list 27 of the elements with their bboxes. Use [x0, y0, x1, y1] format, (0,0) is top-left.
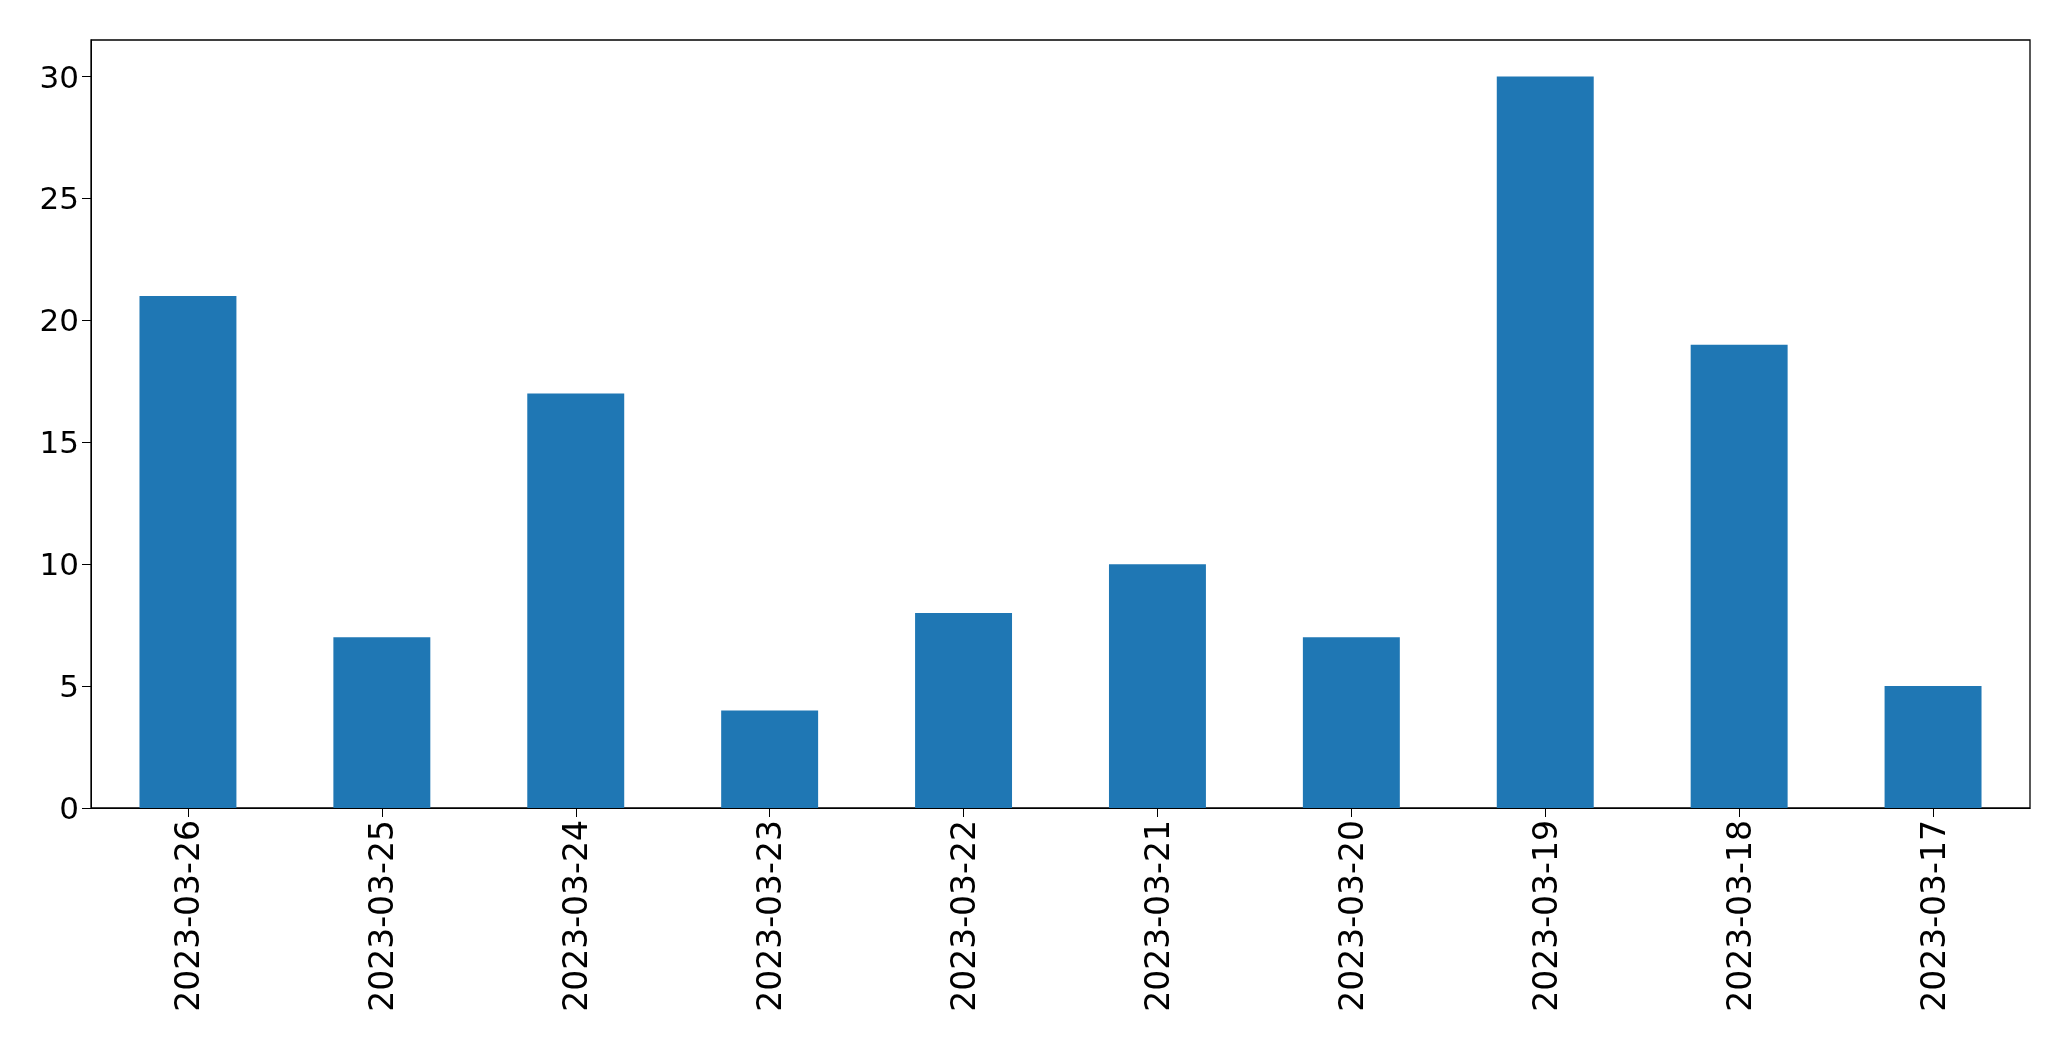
bar	[1884, 686, 1982, 808]
x-tick-label: 2023-03-20	[1331, 820, 1371, 1012]
bar	[333, 637, 431, 808]
x-tick-label: 2023-03-19	[1525, 820, 1565, 1012]
bar	[1302, 637, 1400, 808]
x-tick-label: 2023-03-18	[1719, 820, 1759, 1012]
y-tick-label: 30	[39, 58, 79, 95]
x-tick-label: 2023-03-21	[1137, 820, 1177, 1012]
y-tick-label: 25	[39, 180, 79, 217]
bar	[527, 393, 625, 808]
x-tick-label: 2023-03-26	[168, 820, 208, 1012]
bar	[139, 296, 237, 808]
y-tick-label: 5	[59, 668, 79, 705]
y-tick-label: 0	[59, 790, 79, 826]
x-tick-label: 2023-03-24	[556, 820, 596, 1012]
x-tick-label: 2023-03-25	[362, 820, 402, 1012]
y-tick-label: 20	[39, 302, 79, 339]
bar	[1108, 564, 1206, 808]
bar	[915, 612, 1013, 808]
x-tick-label: 2023-03-22	[944, 820, 984, 1012]
y-tick-label: 15	[39, 424, 79, 461]
x-tick-label: 2023-03-23	[750, 820, 790, 1012]
bar	[1496, 76, 1594, 808]
x-tick-label: 2023-03-17	[1913, 820, 1953, 1012]
bar	[1690, 344, 1788, 808]
y-tick-label: 10	[39, 546, 79, 583]
bar	[721, 710, 819, 808]
